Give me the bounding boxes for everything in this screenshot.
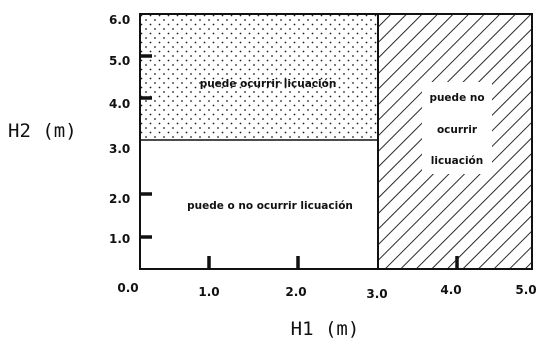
region-hatched-label-line-3: licuación (431, 155, 484, 167)
region-dotted-label: puede ocurrir licuación (200, 78, 337, 90)
x-tick-label-3: 3.0 (366, 287, 387, 301)
x-axis-title: H1 (m) (291, 318, 360, 340)
y-tick-label-1: 1.0 (109, 232, 130, 246)
region-dotted (140, 14, 378, 140)
x-tick-marks (207, 256, 459, 269)
y-tick-label-2: 2.0 (109, 192, 130, 206)
hatched-label-box (422, 82, 492, 174)
y-tick-label-4: 4.0 (109, 97, 130, 111)
plot-frame (139, 13, 533, 270)
x-tick-label-0: 0.0 (117, 281, 138, 295)
y-axis-title: H2 (m) (8, 120, 77, 142)
y-tick-label-5: 5.0 (109, 54, 130, 68)
region-plain-label: puede o no ocurrir licuación (187, 200, 353, 212)
x-tick-label-1: 1.0 (198, 285, 219, 299)
x-tick-label-4: 4.0 (440, 283, 461, 297)
y-tick-marks (140, 54, 152, 239)
x-tick-label-2: 2.0 (285, 285, 306, 299)
region-hatched-label-line-2: ocurrir (437, 124, 478, 136)
region-hatched-label-line-1: puede no (429, 92, 484, 104)
y-tick-label-3: 3.0 (109, 142, 130, 156)
y-tick-label-6: 6.0 (109, 13, 130, 27)
x-tick-label-5: 5.0 (515, 283, 536, 297)
